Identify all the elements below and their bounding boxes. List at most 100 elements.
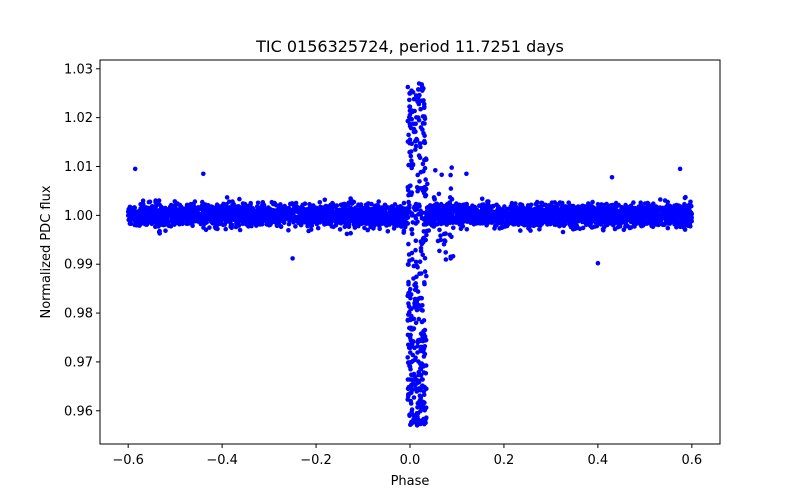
data-point — [677, 166, 683, 172]
data-point — [418, 245, 424, 251]
data-point — [526, 214, 532, 220]
data-point — [389, 220, 394, 226]
data-point — [205, 203, 211, 208]
data-point — [617, 214, 623, 220]
data-point — [337, 227, 343, 232]
data-point — [217, 204, 222, 209]
data-point — [177, 221, 182, 227]
data-point — [416, 117, 422, 123]
data-point — [163, 208, 169, 214]
data-point — [286, 228, 291, 233]
data-point — [224, 195, 230, 200]
data-point — [407, 137, 413, 142]
data-point — [442, 214, 447, 219]
data-point — [405, 377, 411, 382]
data-point — [657, 205, 663, 210]
data-point — [484, 216, 490, 222]
data-point — [478, 221, 483, 226]
data-point — [539, 221, 545, 227]
data-point — [407, 413, 412, 419]
data-point — [426, 228, 432, 233]
data-point — [344, 231, 350, 237]
data-point — [341, 206, 346, 212]
data-point — [179, 205, 184, 210]
data-point — [489, 205, 495, 210]
data-point — [638, 200, 643, 205]
data-point — [409, 231, 415, 237]
data-point — [582, 218, 587, 223]
data-point — [464, 227, 470, 232]
data-point — [382, 218, 387, 223]
data-point — [651, 201, 656, 206]
data-point — [447, 201, 453, 207]
data-point — [328, 213, 333, 218]
data-point — [685, 223, 691, 228]
data-point — [409, 227, 414, 232]
data-point — [362, 225, 367, 231]
data-point — [418, 366, 423, 371]
data-point — [412, 345, 417, 351]
data-point — [435, 209, 441, 215]
data-point — [563, 204, 568, 209]
data-point — [350, 210, 355, 216]
data-point — [341, 212, 346, 218]
data-point — [325, 206, 331, 211]
data-point — [348, 206, 354, 212]
data-point — [341, 216, 347, 222]
data-point — [231, 211, 236, 216]
data-point — [420, 402, 426, 408]
data-point — [499, 225, 505, 230]
data-point — [409, 372, 414, 378]
data-point — [406, 279, 411, 285]
data-point — [519, 217, 524, 223]
data-point — [364, 207, 370, 213]
data-point — [410, 358, 416, 364]
data-point — [334, 213, 340, 219]
data-point — [419, 307, 424, 313]
data-point — [414, 136, 419, 142]
data-point — [132, 166, 138, 172]
data-point — [348, 196, 353, 201]
data-point — [408, 398, 414, 404]
data-point — [415, 99, 420, 104]
data-point — [406, 162, 411, 168]
data-point — [406, 304, 412, 309]
data-point — [237, 213, 243, 218]
data-point — [301, 215, 307, 220]
data-point — [672, 210, 677, 216]
data-point — [144, 222, 150, 227]
data-point — [254, 213, 260, 219]
data-point — [289, 213, 295, 218]
data-point — [184, 202, 190, 208]
data-point — [401, 230, 407, 235]
data-point — [189, 221, 195, 226]
data-point — [156, 222, 162, 227]
data-point — [392, 202, 398, 207]
data-point — [421, 318, 427, 323]
x-tick-label: −0.6 — [112, 453, 144, 468]
data-point — [420, 377, 425, 382]
data-point — [536, 221, 541, 227]
data-point — [406, 291, 411, 296]
data-points — [125, 81, 694, 428]
data-point — [563, 219, 568, 225]
data-point — [675, 206, 680, 212]
data-point — [201, 171, 206, 177]
data-point — [585, 209, 590, 214]
data-point — [420, 161, 426, 167]
data-point — [545, 204, 550, 209]
data-point — [621, 227, 627, 233]
data-point — [448, 256, 454, 261]
data-point — [504, 223, 510, 229]
data-point — [382, 206, 387, 212]
data-point — [340, 202, 346, 207]
data-point — [162, 220, 168, 225]
data-point — [484, 204, 489, 209]
data-point — [179, 217, 185, 223]
data-point — [408, 153, 414, 159]
data-point — [417, 203, 422, 209]
data-point — [518, 211, 524, 217]
data-point — [308, 209, 313, 215]
data-point — [425, 181, 430, 187]
data-point — [548, 209, 553, 214]
